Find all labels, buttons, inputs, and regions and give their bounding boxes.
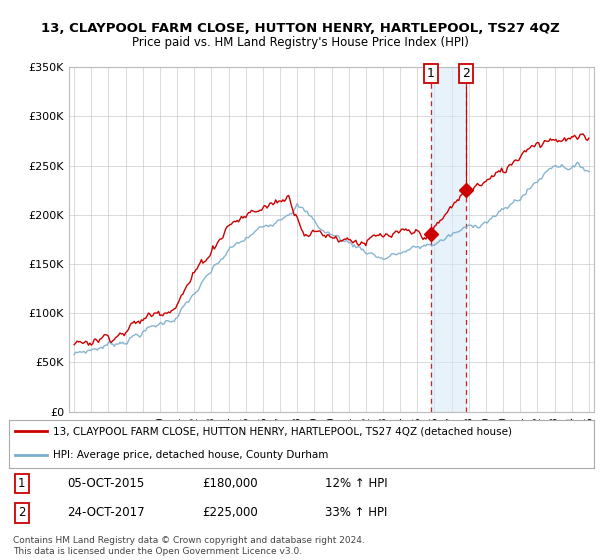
Text: £180,000: £180,000 (202, 477, 257, 490)
Text: 13, CLAYPOOL FARM CLOSE, HUTTON HENRY, HARTLEPOOL, TS27 4QZ (detached house): 13, CLAYPOOL FARM CLOSE, HUTTON HENRY, H… (53, 426, 512, 436)
Text: Price paid vs. HM Land Registry's House Price Index (HPI): Price paid vs. HM Land Registry's House … (131, 36, 469, 49)
Text: £225,000: £225,000 (202, 506, 258, 519)
Text: HPI: Average price, detached house, County Durham: HPI: Average price, detached house, Coun… (53, 450, 328, 460)
Text: 1: 1 (18, 477, 26, 490)
Bar (431, 67, 466, 412)
Text: 13, CLAYPOOL FARM CLOSE, HUTTON HENRY, HARTLEPOOL, TS27 4QZ: 13, CLAYPOOL FARM CLOSE, HUTTON HENRY, H… (41, 22, 559, 35)
Text: 05-OCT-2015: 05-OCT-2015 (67, 477, 145, 490)
Text: 2: 2 (462, 67, 470, 80)
Text: 24-OCT-2017: 24-OCT-2017 (67, 506, 145, 519)
Text: 2: 2 (18, 506, 26, 519)
Text: 1: 1 (427, 67, 435, 80)
Text: 12% ↑ HPI: 12% ↑ HPI (325, 477, 388, 490)
Text: Contains HM Land Registry data © Crown copyright and database right 2024.
This d: Contains HM Land Registry data © Crown c… (13, 536, 365, 556)
Text: 33% ↑ HPI: 33% ↑ HPI (325, 506, 387, 519)
